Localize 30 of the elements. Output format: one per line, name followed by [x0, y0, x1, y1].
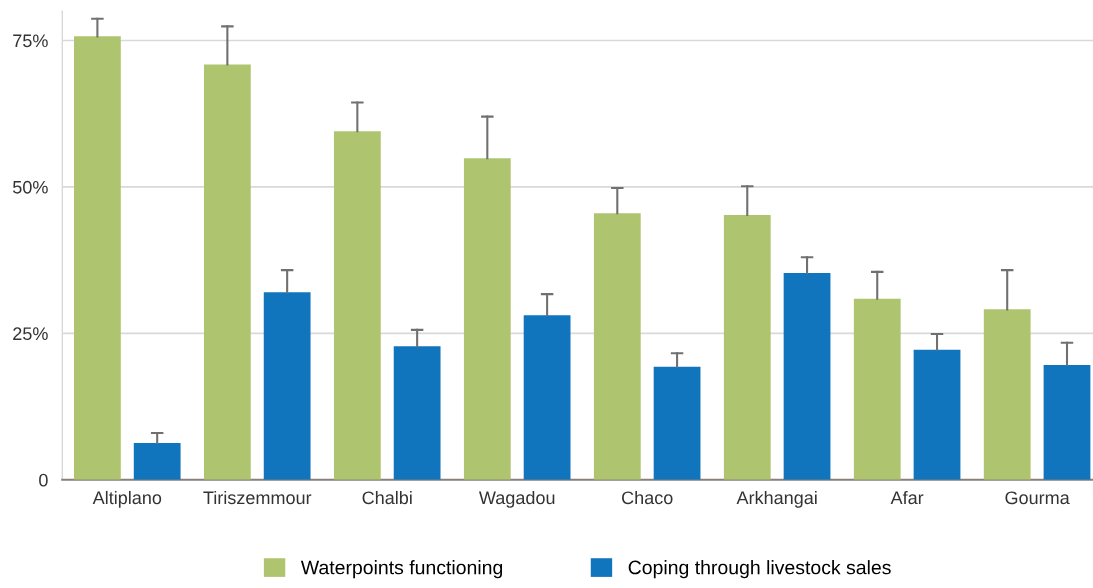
x-tick-label: Gourma [1005, 491, 1070, 505]
bar [593, 213, 641, 480]
bar [133, 442, 181, 480]
bar [523, 315, 571, 480]
bar [463, 158, 511, 480]
y-tick-label: 0 [39, 473, 48, 487]
x-tick-label: Tiriszemmour [203, 490, 312, 505]
bar [1043, 364, 1091, 480]
legend-label: Coping through livestock sales [628, 560, 891, 579]
x-tick-label: Chalbi [362, 490, 412, 505]
bar [203, 64, 251, 480]
x-tick-label: Wagadou [478, 490, 555, 508]
x-tick-label: Altiplano [92, 490, 162, 508]
bar [853, 298, 901, 480]
y-tick-label: 50% [13, 180, 48, 194]
bar [983, 309, 1031, 480]
x-tick-label: Arkhangai [736, 490, 817, 508]
y-tick-label: 75% [13, 34, 48, 48]
bar [74, 36, 121, 480]
bar [783, 273, 831, 480]
bar [723, 215, 771, 480]
bar [653, 366, 701, 480]
bar [263, 292, 311, 480]
bar [333, 131, 381, 480]
legend-label: Waterpoints functioning [300, 560, 503, 579]
x-tick-label: Afar [890, 490, 924, 505]
y-tick-label: 25% [13, 327, 48, 341]
bar [393, 346, 441, 480]
x-tick-label: Chaco [622, 490, 673, 505]
bar [913, 349, 961, 480]
